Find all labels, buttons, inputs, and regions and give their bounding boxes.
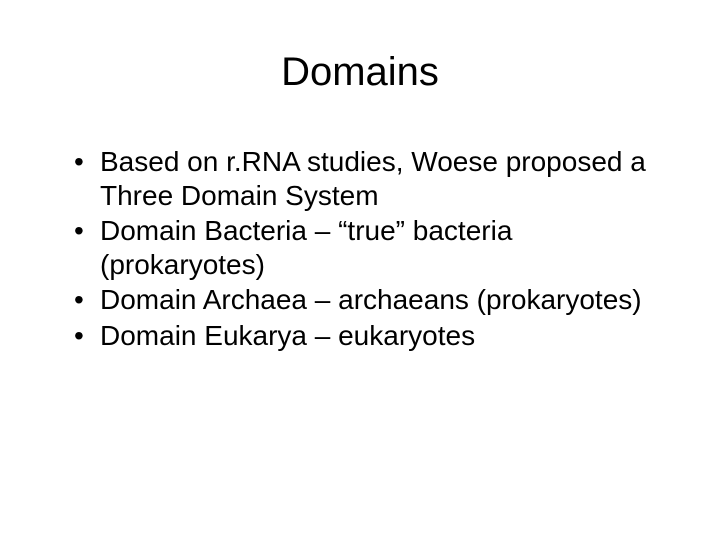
slide-container: Domains Based on r.RNA studies, Woese pr… bbox=[0, 0, 720, 540]
bullet-item: Domain Bacteria – “true” bacteria (proka… bbox=[78, 214, 670, 281]
bullet-list: Based on r.RNA studies, Woese proposed a… bbox=[50, 145, 670, 353]
bullet-item: Domain Archaea – archaeans (prokaryotes) bbox=[78, 283, 670, 317]
bullet-item: Based on r.RNA studies, Woese proposed a… bbox=[78, 145, 670, 212]
bullet-item: Domain Eukarya – eukaryotes bbox=[78, 319, 670, 353]
slide-title: Domains bbox=[50, 50, 670, 95]
